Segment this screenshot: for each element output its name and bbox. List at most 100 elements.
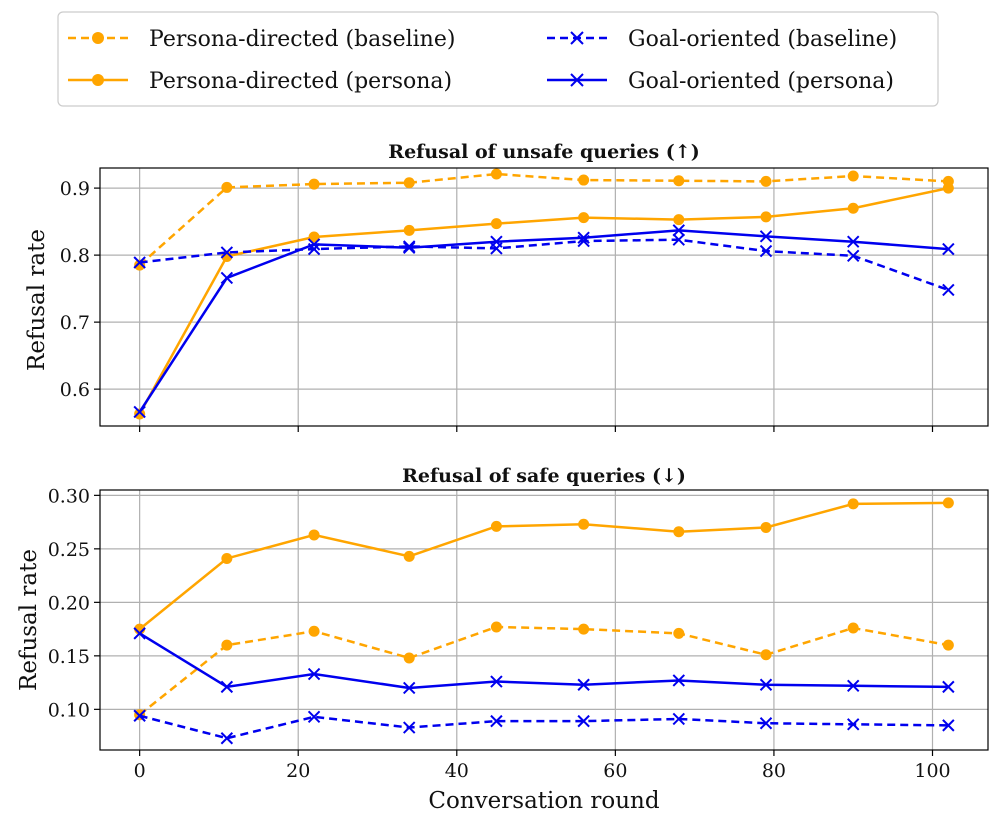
series-persona-directed-baseline bbox=[134, 168, 954, 271]
series-line bbox=[138, 632, 949, 690]
series-goal-oriented-baseline bbox=[133, 233, 955, 297]
data-point bbox=[308, 529, 320, 541]
data-point bbox=[847, 170, 859, 182]
data-point bbox=[942, 283, 955, 297]
y-tick-label: 0.20 bbox=[48, 592, 90, 614]
x-tick-label: 20 bbox=[286, 760, 310, 782]
data-point bbox=[847, 679, 860, 693]
data-point bbox=[403, 652, 415, 664]
legend-label: Goal-oriented (baseline) bbox=[628, 27, 897, 52]
y-tick-label: 0.6 bbox=[60, 379, 90, 401]
grid bbox=[100, 168, 988, 426]
panel-safe-queries: Refusal of safe queries (↓) Refusal rate… bbox=[16, 465, 989, 782]
data-point bbox=[403, 681, 416, 695]
data-point bbox=[578, 623, 590, 635]
legend-label: Persona-directed (persona) bbox=[149, 69, 452, 94]
plot-frame bbox=[99, 489, 989, 751]
data-point bbox=[133, 405, 146, 419]
x-tick-label: 100 bbox=[914, 760, 950, 782]
panel-title: Refusal of unsafe queries (↑) bbox=[388, 141, 699, 163]
data-point bbox=[307, 667, 321, 681]
data-point bbox=[221, 552, 233, 564]
series-persona-directed-persona bbox=[134, 497, 954, 635]
series-goal-oriented-persona bbox=[133, 627, 955, 695]
y-tick-label: 0.25 bbox=[48, 539, 90, 561]
legend-label: Persona-directed (baseline) bbox=[149, 27, 455, 52]
data-point bbox=[220, 680, 234, 694]
data-point bbox=[942, 719, 955, 732]
data-point bbox=[759, 230, 773, 243]
data-point bbox=[847, 498, 859, 510]
data-point bbox=[577, 714, 590, 728]
legend: Persona-directed (baseline) Persona-dire… bbox=[57, 11, 939, 107]
series-goal-oriented-persona bbox=[133, 224, 955, 419]
data-point bbox=[847, 718, 860, 731]
data-point bbox=[403, 241, 416, 254]
legend-swatch-marker bbox=[570, 31, 584, 45]
data-point bbox=[942, 182, 954, 194]
legend-swatch-marker bbox=[92, 32, 104, 44]
data-point bbox=[942, 497, 954, 509]
data-point bbox=[760, 649, 772, 661]
legend-swatch-marker bbox=[570, 73, 584, 87]
data-point bbox=[942, 639, 954, 651]
legend-entry-persona-directed-baseline: Persona-directed (baseline) bbox=[68, 27, 455, 52]
data-point bbox=[577, 678, 590, 691]
data-point bbox=[133, 256, 146, 269]
data-point bbox=[134, 408, 146, 420]
legend-swatch-marker bbox=[92, 74, 104, 86]
data-point bbox=[578, 518, 590, 530]
x-tick-label: 40 bbox=[445, 760, 469, 782]
x-tick-label: 0 bbox=[134, 760, 146, 782]
y-tick-label: 0.7 bbox=[60, 312, 90, 334]
data-point bbox=[847, 622, 859, 634]
data-point bbox=[308, 625, 320, 637]
data-point bbox=[403, 550, 415, 562]
series bbox=[133, 497, 955, 745]
data-point bbox=[760, 521, 772, 533]
data-point bbox=[403, 224, 415, 236]
data-point bbox=[847, 202, 859, 214]
ticks: 0.6 0.7 0.8 0.9 bbox=[60, 178, 934, 432]
data-point bbox=[672, 674, 685, 687]
data-point bbox=[308, 178, 320, 190]
series bbox=[133, 168, 955, 420]
data-point bbox=[403, 177, 415, 189]
y-tick-label: 0.10 bbox=[48, 699, 90, 721]
data-point bbox=[490, 235, 503, 248]
grid bbox=[100, 490, 988, 750]
data-point bbox=[672, 224, 685, 237]
data-point bbox=[133, 709, 146, 722]
plot-frame bbox=[99, 167, 989, 427]
y-tick-label: 0.9 bbox=[60, 178, 90, 200]
data-point bbox=[403, 721, 416, 734]
legend-frame bbox=[57, 11, 939, 107]
data-point bbox=[672, 712, 685, 726]
data-point bbox=[490, 714, 503, 728]
data-point bbox=[308, 231, 320, 243]
y-tick-label: 0.30 bbox=[48, 485, 90, 507]
data-point bbox=[221, 181, 233, 193]
series-persona-directed-persona bbox=[134, 182, 954, 420]
series-line bbox=[138, 186, 949, 415]
data-point bbox=[673, 627, 685, 639]
data-point bbox=[490, 520, 502, 532]
series-persona-directed-baseline bbox=[134, 621, 954, 721]
series-line bbox=[139, 714, 949, 740]
legend-entry-goal-oriented-baseline: Goal-oriented (baseline) bbox=[547, 27, 897, 52]
series-line bbox=[139, 238, 949, 292]
data-point bbox=[942, 680, 955, 694]
data-point bbox=[673, 175, 685, 187]
data-point bbox=[220, 732, 234, 745]
data-point bbox=[133, 627, 146, 640]
data-point bbox=[847, 249, 860, 262]
data-point bbox=[759, 717, 773, 730]
legend-entry-goal-oriented-persona: Goal-oriented (persona) bbox=[547, 69, 894, 94]
data-point bbox=[942, 242, 955, 256]
data-point bbox=[307, 710, 321, 724]
data-point bbox=[672, 233, 685, 246]
data-point bbox=[847, 235, 860, 248]
series-line bbox=[138, 501, 949, 631]
panel-unsafe-queries: Refusal of unsafe queries (↑) Refusal ra… bbox=[24, 141, 989, 432]
